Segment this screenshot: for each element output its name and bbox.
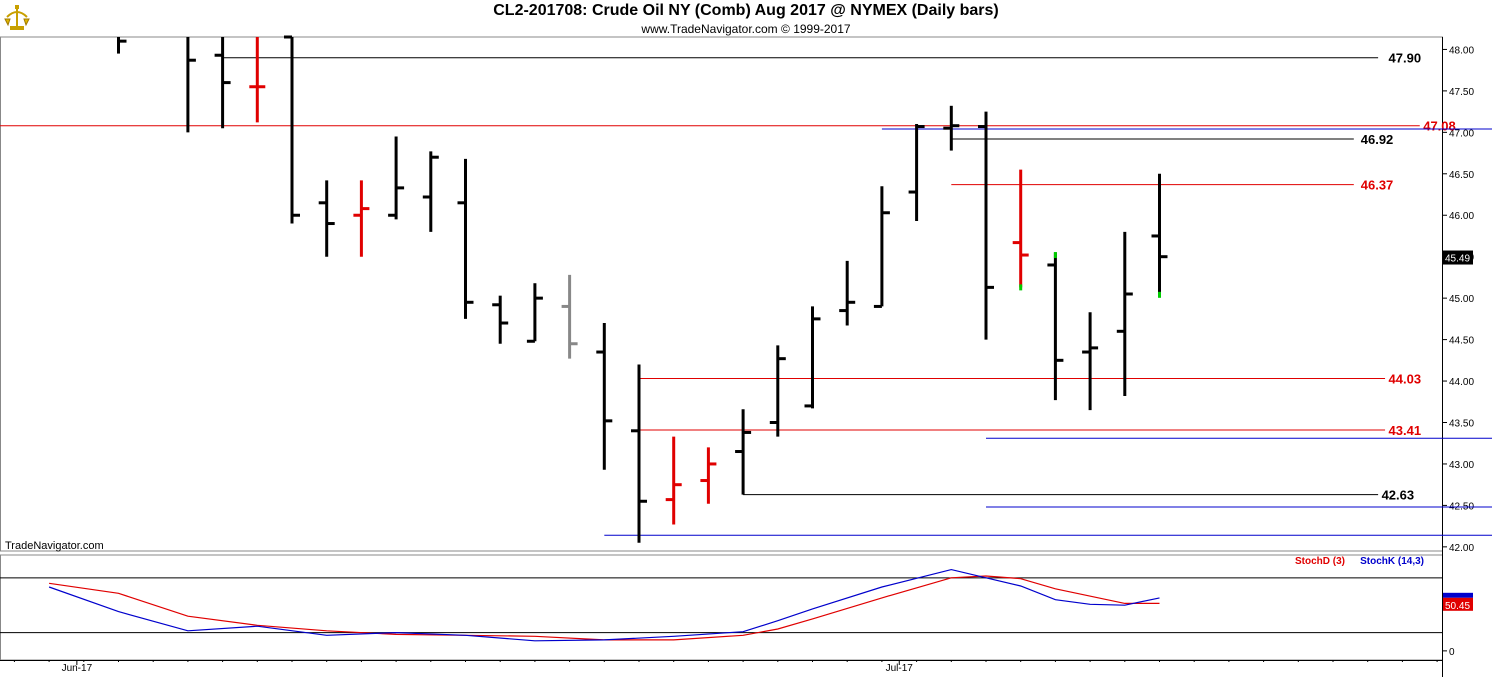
time-tick-label: Jun-17: [62, 663, 93, 674]
level-label: 46.37: [1361, 178, 1394, 193]
oscillator-last-value: 50.45: [1445, 601, 1470, 612]
price-panel-frame: [0, 36, 1443, 552]
price-tick-label: 44.00: [1449, 377, 1474, 388]
new-extreme-mark: [1158, 291, 1161, 298]
new-extreme-mark: [1053, 252, 1057, 259]
level-label: 46.92: [1361, 132, 1394, 147]
price-tick-label: 46.00: [1449, 211, 1474, 222]
level-label: 44.03: [1389, 372, 1422, 387]
last-price-label: 45.49: [1445, 254, 1470, 265]
price-levels: 47.9047.0847.0446.9246.3744.0343.4143.31…: [0, 51, 1492, 536]
stochd-series-line: [49, 575, 1160, 641]
last-price-tag: [1443, 250, 1473, 265]
oscillator-panel-frame: [0, 554, 1443, 661]
stochd-last-tag: [1443, 597, 1473, 611]
price-tick-label: 46.50: [1449, 170, 1474, 181]
price-tick-label: 42.00: [1449, 543, 1474, 554]
price-tick-label: 47.00: [1449, 128, 1474, 139]
price-tick-label: 48.00: [1449, 45, 1474, 56]
stochk-last-tag: [1443, 592, 1473, 598]
level-label: 47.90: [1389, 51, 1422, 66]
time-tick-label: Jul-17: [886, 663, 914, 674]
price-tick-label: 47.50: [1449, 87, 1474, 98]
oscillator-tick-label: 0: [1449, 647, 1455, 658]
stochk-series-line: [48, 568, 1160, 642]
level-label: 43.41: [1389, 423, 1422, 438]
new-extreme-mark: [1019, 284, 1023, 291]
price-bars: [117, 35, 1168, 543]
price-tick-label: 45.00: [1449, 294, 1474, 305]
price-tick-label: 44.50: [1449, 336, 1474, 347]
chart-title: CL2-201708: Crude Oil NY (Comb) Aug 2017…: [493, 2, 999, 19]
price-tick-label: 43.50: [1449, 419, 1474, 430]
trade-navigator-logo: [4, 3, 30, 33]
legend-entry-stochd: StochD (3): [1295, 556, 1345, 567]
price-tick-label: 43.00: [1449, 460, 1474, 471]
legend-entry-stochk: StochK (14,3): [1360, 556, 1424, 567]
watermark-label: TradeNavigator.com: [5, 540, 104, 552]
level-label: 47.08: [1423, 119, 1456, 134]
level-label: 42.63: [1382, 488, 1415, 503]
chart-subtitle: www.TradeNavigator.com © 1999-2017: [641, 22, 851, 36]
